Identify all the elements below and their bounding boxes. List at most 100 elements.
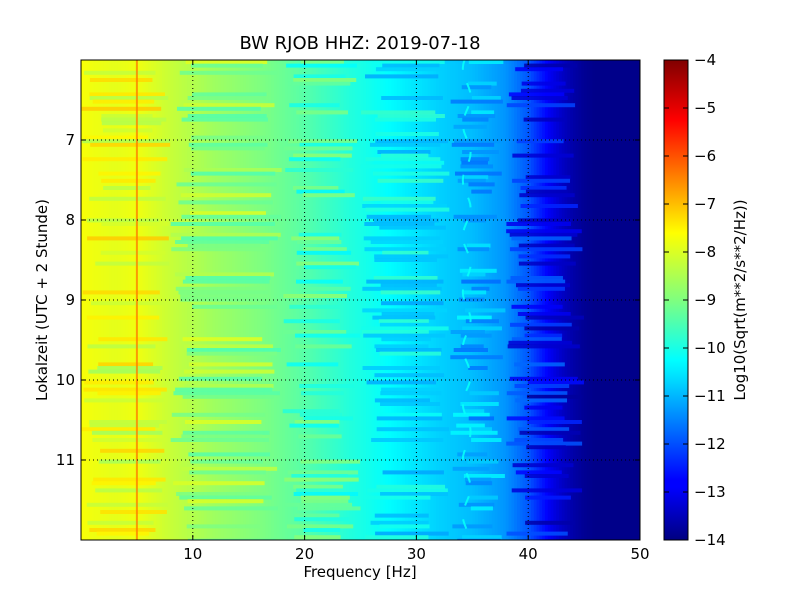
heatmap-band (520, 88, 575, 93)
heatmap-band (181, 434, 263, 439)
heatmap-column (503, 60, 507, 540)
heatmap-band (378, 319, 429, 324)
x-tick-label: 30 (407, 545, 426, 563)
heatmap-column (550, 60, 554, 540)
heatmap-column (318, 60, 322, 540)
heatmap-band (377, 178, 444, 183)
heatmap-band (86, 315, 160, 320)
heatmap-column (86, 60, 90, 540)
y-tick-label: 7 (65, 131, 75, 149)
heatmap-band (379, 322, 430, 327)
heatmap-band (192, 92, 267, 97)
heatmap-band (81, 106, 162, 111)
heatmap-band (520, 186, 567, 190)
heatmap-column (271, 60, 275, 540)
heatmap-band (362, 204, 447, 208)
heatmap-band (512, 178, 571, 183)
heatmap-band (373, 160, 445, 165)
heatmap-band (84, 380, 154, 385)
heatmap-band (87, 520, 154, 525)
heatmap-band (176, 182, 277, 187)
heatmap-band (188, 452, 271, 457)
heatmap-column (108, 60, 113, 540)
heatmap-band (182, 394, 274, 399)
heatmap-band (98, 362, 154, 367)
heatmap-band (182, 430, 270, 435)
heatmap-column (368, 60, 373, 540)
heatmap-column (145, 60, 149, 540)
heatmap-column (282, 60, 286, 540)
heatmap-band (508, 340, 572, 345)
heatmap-band (363, 236, 441, 241)
heatmap-band (460, 333, 492, 338)
heatmap-band (89, 78, 153, 82)
heatmap-band (291, 236, 340, 241)
heatmap-column (531, 60, 535, 540)
heatmap-column (595, 60, 599, 540)
heatmap-column (89, 60, 93, 540)
heatmap-band (506, 416, 565, 421)
heatmap-column (391, 60, 395, 540)
heatmap-column (354, 60, 359, 540)
colorbar-tick-label: −13 (694, 483, 726, 501)
heatmap-band (180, 294, 267, 298)
heatmap-band (190, 211, 266, 216)
heatmap-band (294, 420, 340, 424)
heatmap-band (89, 96, 169, 100)
heatmap-band (451, 142, 495, 147)
chart-title: BW RJOB HHZ: 2019-07-18 (239, 33, 480, 54)
heatmap-column (424, 60, 429, 540)
heatmap-band (182, 279, 270, 284)
heatmap-band (97, 391, 161, 396)
heatmap-column (357, 60, 362, 540)
heatmap-band (180, 297, 268, 302)
heatmap-band (186, 524, 261, 529)
heatmap-column (310, 60, 314, 540)
heatmap-band (468, 416, 495, 421)
heatmap-band (361, 110, 436, 115)
heatmap-column (486, 60, 490, 540)
heatmap-band (374, 117, 436, 122)
heatmap-band (462, 326, 502, 331)
heatmap-band (173, 481, 265, 486)
heatmap-column (293, 60, 297, 540)
heatmap-band (372, 171, 450, 176)
heatmap-band (365, 74, 439, 79)
heatmap-band (363, 495, 431, 500)
heatmap-band (517, 312, 571, 316)
heatmap-column (340, 60, 345, 540)
heatmap-band (524, 474, 569, 478)
heatmap-band (103, 186, 151, 190)
heatmap-band (523, 117, 567, 122)
heatmap-band (457, 178, 486, 183)
heatmap-band (83, 387, 167, 392)
heatmap-band (302, 247, 347, 252)
heatmap-band (367, 488, 448, 493)
heatmap-column (413, 60, 417, 540)
heatmap-band (186, 348, 281, 352)
heatmap-band (464, 477, 492, 482)
heatmap-column (514, 60, 518, 540)
heatmap-band (362, 286, 442, 291)
heatmap-band (286, 524, 354, 529)
heatmap-band (456, 423, 485, 428)
y-tick-label: 11 (56, 451, 75, 469)
heatmap-band (87, 344, 156, 349)
heatmap-band (297, 240, 342, 244)
heatmap-band (464, 308, 506, 313)
heatmap-band (176, 492, 269, 496)
heatmap-band (518, 286, 565, 291)
heatmap-band (92, 438, 166, 442)
heatmap-band (524, 326, 580, 331)
colorbar-tick-label: −6 (694, 147, 716, 165)
heatmap-band (179, 495, 272, 500)
heatmap-band (295, 279, 343, 284)
heatmap-column (578, 60, 582, 540)
heatmap-band (173, 391, 280, 396)
heatmap-band (302, 193, 355, 198)
heatmap-columns (81, 60, 640, 540)
heatmap-band (285, 168, 354, 172)
heatmap-band (296, 250, 352, 255)
heatmap-band (89, 420, 167, 424)
heatmap-band (517, 218, 572, 223)
